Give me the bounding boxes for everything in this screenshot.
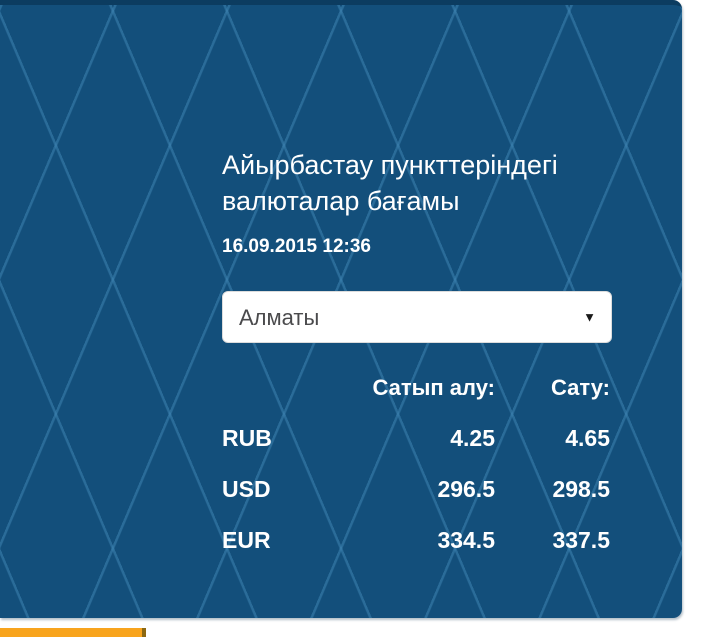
buy-rate-value: 4.25 (450, 425, 495, 451)
currency-label: RUB (222, 425, 272, 451)
table-row-usd: USD 296.5 298.5 (222, 464, 610, 515)
buy-column-header: Сатып алу: (372, 374, 495, 400)
city-select[interactable]: Алматы (222, 291, 612, 343)
city-select-wrapper: Алматы ▼ (222, 291, 612, 343)
currency-label: USD (222, 476, 271, 502)
sell-rate-value: 298.5 (552, 476, 610, 502)
panel-title: Айырбастау пункттеріндегі валюталар баға… (222, 150, 558, 216)
sell-rate-value: 4.65 (565, 425, 610, 451)
rates-panel: Айырбастау пункттеріндегі валюталар баға… (0, 0, 682, 618)
rates-table: Сатып алу: Сату: RUB 4.25 4.65 USD 296.5… (222, 362, 610, 566)
rates-timestamp: 16.09.2015 12:36 (222, 236, 371, 257)
sell-rate-value: 337.5 (552, 527, 610, 553)
sell-column-header: Сату: (551, 374, 610, 400)
table-row-rub: RUB 4.25 4.65 (222, 413, 610, 464)
buy-rate-value: 334.5 (437, 527, 495, 553)
buy-rate-value: 296.5 (437, 476, 495, 502)
orange-button-fragment[interactable] (0, 628, 146, 637)
currency-label: EUR (222, 527, 271, 553)
table-header-row: Сатып алу: Сату: (222, 362, 610, 413)
table-row-eur: EUR 334.5 337.5 (222, 515, 610, 566)
